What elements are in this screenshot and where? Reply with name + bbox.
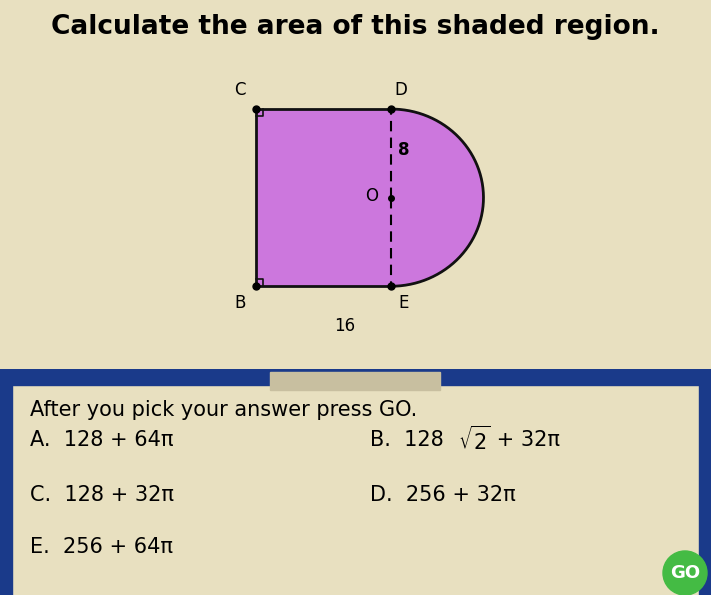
Text: D.  256 + 32π: D. 256 + 32π xyxy=(370,485,515,505)
Bar xyxy=(699,369,711,595)
Text: E: E xyxy=(398,295,409,312)
Bar xyxy=(0,369,12,595)
Text: D: D xyxy=(395,81,407,99)
Bar xyxy=(256,109,391,286)
Bar xyxy=(270,372,440,390)
Text: Calculate the area of this shaded region.: Calculate the area of this shaded region… xyxy=(51,14,660,40)
Text: After you pick your answer press GO.: After you pick your answer press GO. xyxy=(30,400,417,420)
Text: C: C xyxy=(234,81,245,99)
Text: 16: 16 xyxy=(334,317,356,335)
Text: 8: 8 xyxy=(398,141,410,159)
Polygon shape xyxy=(391,109,483,286)
Text: O: O xyxy=(365,187,378,205)
Text: B.  128: B. 128 xyxy=(370,430,444,450)
Bar xyxy=(0,369,711,385)
Text: + 32π: + 32π xyxy=(490,430,560,450)
Circle shape xyxy=(663,551,707,595)
Text: C.  128 + 32π: C. 128 + 32π xyxy=(30,485,174,505)
Text: B: B xyxy=(234,295,245,312)
Text: $\sqrt{2}$: $\sqrt{2}$ xyxy=(458,426,491,454)
Text: GO: GO xyxy=(670,564,700,582)
Text: A.  128 + 64π: A. 128 + 64π xyxy=(30,430,173,450)
Text: E.  256 + 64π: E. 256 + 64π xyxy=(30,537,173,557)
